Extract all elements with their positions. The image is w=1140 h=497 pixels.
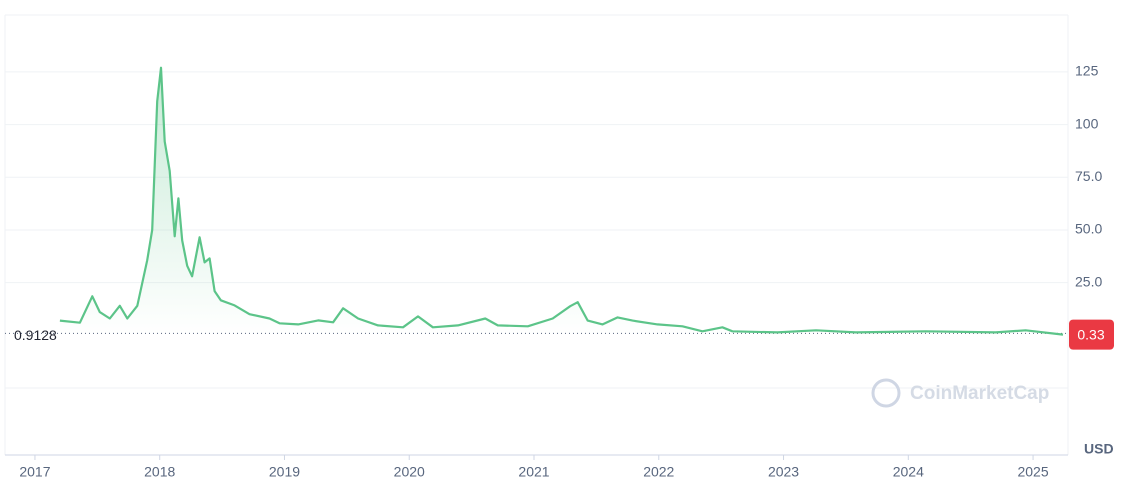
watermark-logo [871,378,901,408]
x-tick-label: 2020 [394,464,425,480]
x-tick-label: 2022 [643,464,674,480]
current-price-badge [1069,319,1114,350]
y-tick-label: 125 [1075,63,1099,79]
start-price-label: 0.9128 [14,327,57,343]
x-tick-label: 2018 [144,464,175,480]
x-tick-label: 2019 [269,464,300,480]
price-line [59,66,1064,336]
x-tick-label: 2025 [1017,464,1048,480]
watermark-text: CoinMarketCap [910,383,1049,404]
y-tick-label: 50.0 [1075,221,1102,237]
y-tick-label: 25.0 [1075,273,1102,289]
x-tick-label: 2024 [893,464,924,480]
y-tick-label: 100 [1075,115,1099,131]
x-tick-label: 2023 [768,464,799,480]
x-tick-label: 2021 [518,464,549,480]
watermark: CoinMarketCap [871,378,1049,408]
x-tick-label: 2017 [19,464,50,480]
currency-label: USD [1084,441,1114,457]
current-price-label: 0.33 [1077,326,1104,342]
y-tick-label: 75.0 [1075,168,1102,184]
price-area [59,67,1063,336]
